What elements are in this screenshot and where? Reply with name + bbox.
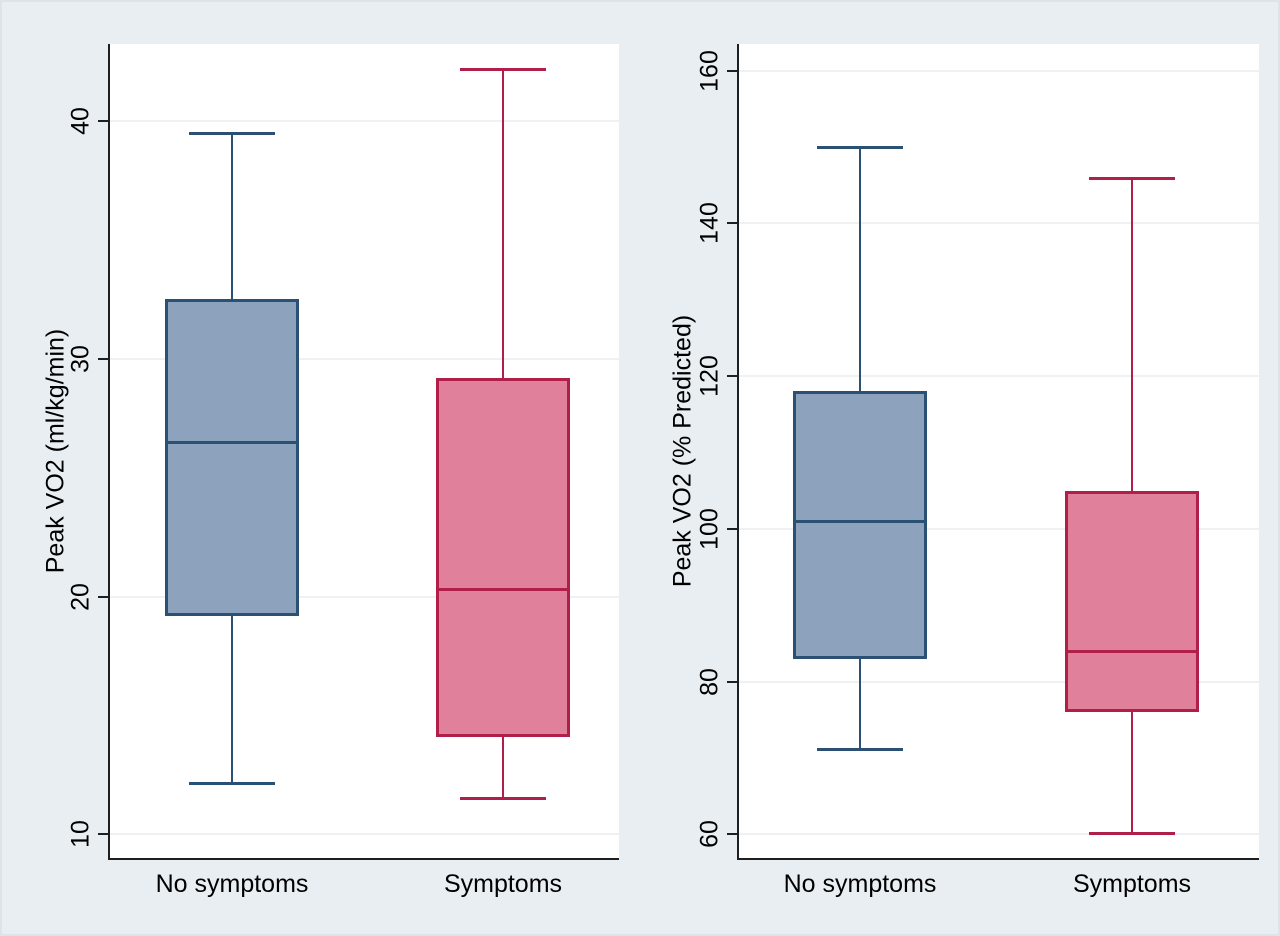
iqr-box xyxy=(165,299,299,616)
gridline xyxy=(110,595,619,598)
y-tick-mark xyxy=(98,357,108,360)
y-tick-mark xyxy=(727,680,737,683)
whisker-upper-line xyxy=(231,133,233,300)
whisker-cap-max xyxy=(189,132,275,136)
y-tick-mark xyxy=(727,527,737,530)
y-tick-label: 140 xyxy=(695,202,724,245)
iqr-box xyxy=(436,377,570,737)
whisker-cap-min xyxy=(460,796,546,800)
whisker-upper-line xyxy=(1131,177,1133,491)
gridline xyxy=(110,833,619,836)
y-tick-mark xyxy=(98,595,108,598)
gridline xyxy=(110,120,619,123)
gridline xyxy=(739,375,1259,378)
y-tick-label: 60 xyxy=(695,820,724,849)
whisker-cap-max xyxy=(817,146,903,150)
y-tick-mark xyxy=(727,69,737,72)
category-label: Symptoms xyxy=(443,870,563,898)
whisker-lower-line xyxy=(502,736,504,799)
whisker-upper-line xyxy=(502,68,504,378)
left-y-axis-title: Peak VO2 (ml/kg/min) xyxy=(41,328,70,574)
y-tick-label: 160 xyxy=(695,49,724,92)
gridline xyxy=(110,357,619,360)
whisker-cap-max xyxy=(1089,176,1175,180)
whisker-cap-min xyxy=(189,782,275,786)
iqr-box xyxy=(1065,490,1199,713)
y-axis-line xyxy=(737,44,739,860)
y-tick-mark xyxy=(98,833,108,836)
category-label: No symptoms xyxy=(783,870,937,898)
x-axis-line xyxy=(108,858,619,860)
gridline xyxy=(739,69,1259,72)
iqr-box xyxy=(793,391,927,659)
x-axis-line xyxy=(737,858,1259,860)
y-tick-mark xyxy=(727,375,737,378)
right-y-axis-title: Peak VO2 (% Predicted) xyxy=(668,314,697,588)
whisker-lower-line xyxy=(859,658,861,751)
y-axis-line xyxy=(108,44,110,860)
y-tick-mark xyxy=(727,833,737,836)
gridline xyxy=(739,833,1259,836)
y-tick-label: 100 xyxy=(695,508,724,550)
category-label: No symptoms xyxy=(155,870,309,898)
median-line xyxy=(436,587,570,591)
whisker-cap-min xyxy=(817,748,903,752)
gridline xyxy=(739,680,1259,683)
y-tick-label: 120 xyxy=(695,355,724,398)
gridline xyxy=(739,527,1259,530)
whisker-upper-line xyxy=(859,147,861,392)
whisker-lower-line xyxy=(231,615,233,785)
y-tick-mark xyxy=(727,222,737,225)
median-line xyxy=(1065,649,1199,653)
whisker-cap-max xyxy=(460,67,546,71)
y-tick-label: 80 xyxy=(695,667,724,696)
y-tick-mark xyxy=(98,120,108,123)
whisker-lower-line xyxy=(1131,712,1133,835)
median-line xyxy=(165,440,299,444)
median-line xyxy=(793,519,927,523)
category-label: Symptoms xyxy=(1072,870,1192,898)
gridline xyxy=(739,222,1259,225)
whisker-cap-min xyxy=(1089,832,1175,836)
